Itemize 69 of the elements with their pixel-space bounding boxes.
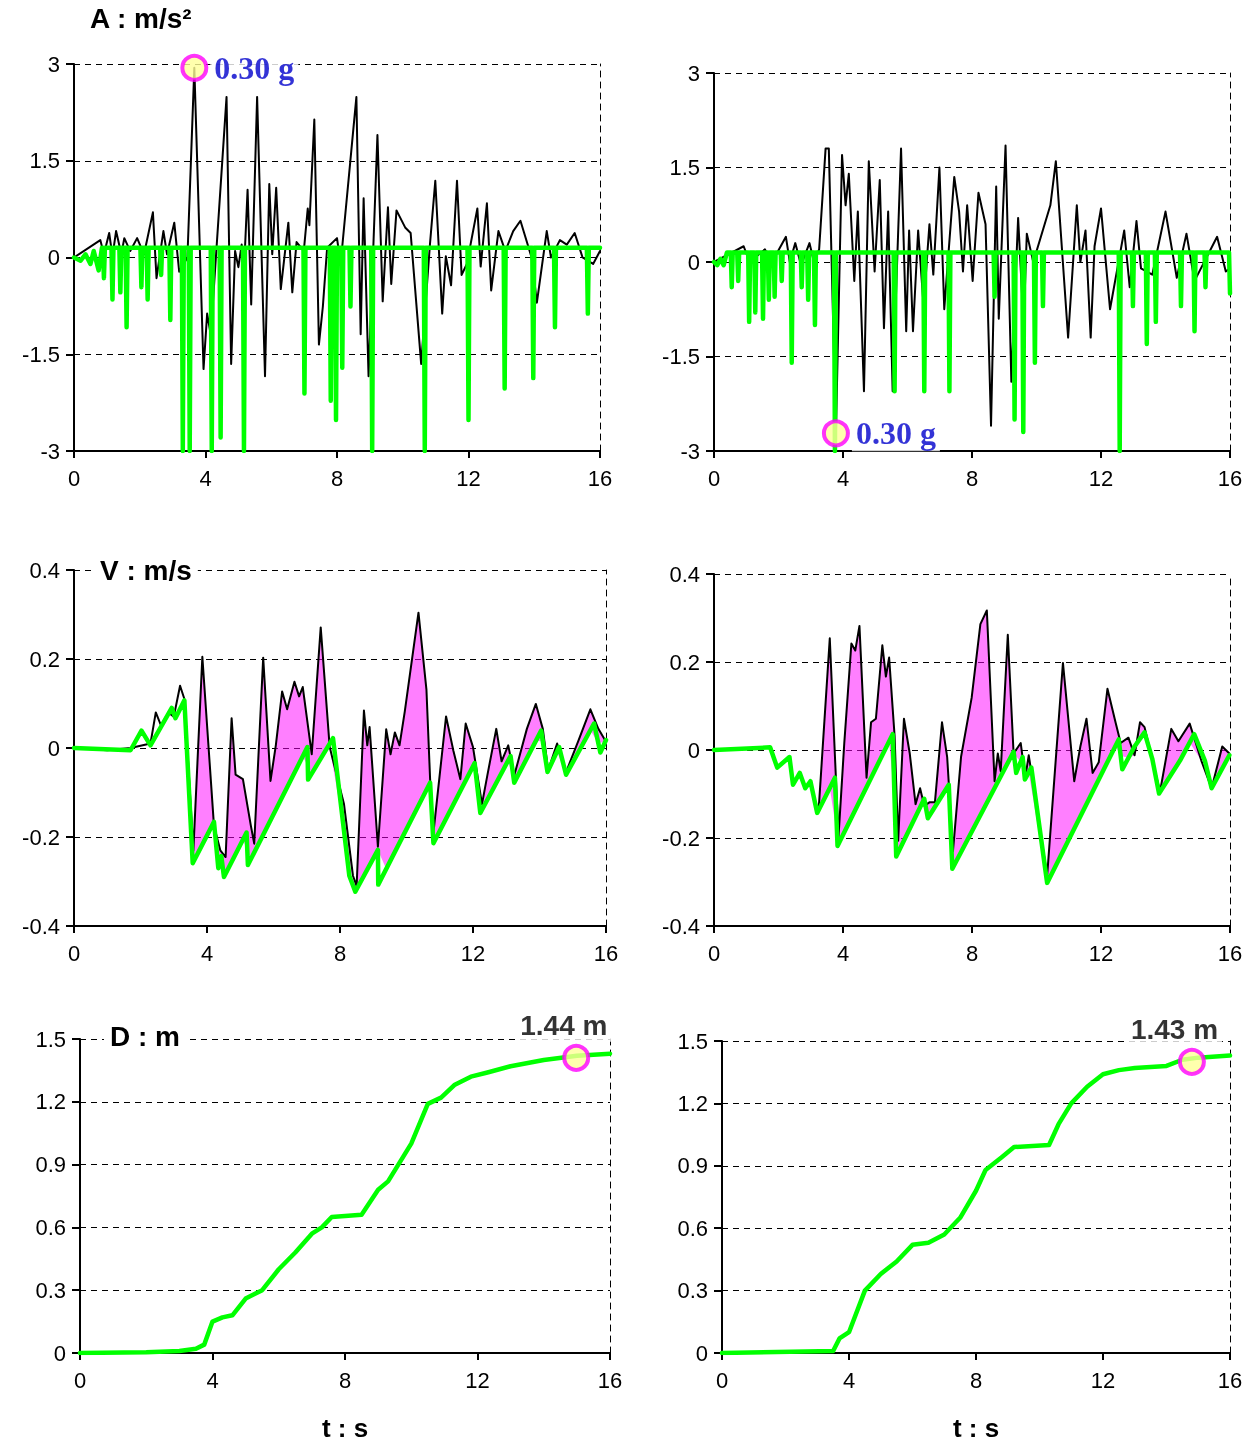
- y-tick-label: 3: [47, 51, 60, 77]
- y-tick-label: 1.5: [669, 155, 700, 180]
- x-axis-title: t : s: [321, 1413, 369, 1443]
- y-tick-label: 0.3: [677, 1278, 708, 1304]
- x-tick-label: 4: [199, 465, 212, 491]
- y-tick-label: -0.2: [662, 825, 700, 851]
- x-axis-title: t : s: [952, 1413, 1000, 1443]
- y-tick-label: -0.2: [22, 824, 60, 850]
- x-tick-label: 12: [456, 465, 481, 491]
- x-tick-label: 4: [842, 1367, 856, 1393]
- y-tick-label: 0: [687, 737, 700, 763]
- x-tick-label: 12: [465, 1367, 490, 1393]
- x-tick-label: 8: [965, 940, 979, 966]
- y-tick-label: 1.2: [35, 1089, 66, 1115]
- chart-title: A : m/s²: [90, 2, 192, 34]
- y-tick-label: 0.4: [669, 561, 700, 587]
- x-tick-label: 8: [338, 1367, 352, 1393]
- x-tick-label: 8: [965, 465, 979, 491]
- y-tick-label: 0: [47, 245, 60, 270]
- y-tick-label: -3: [40, 438, 60, 464]
- x-tick-label: 16: [1217, 1367, 1243, 1393]
- y-tick-label: -1.5: [22, 341, 60, 367]
- y-tick-label: 1.5: [677, 1028, 708, 1054]
- chart-title: D : m: [110, 1020, 180, 1052]
- x-tick-label: 12: [460, 940, 486, 966]
- y-tick-label: 1.5: [29, 148, 60, 174]
- chart-title: V : m/s: [100, 554, 192, 586]
- x-tick-label: 12: [1088, 940, 1114, 966]
- y-tick-label: 0: [687, 249, 700, 275]
- y-tick-label: 0.9: [35, 1152, 66, 1178]
- x-tick-label: 0: [715, 1367, 729, 1393]
- x-tick-label: 4: [836, 940, 850, 966]
- y-tick-label: 0: [695, 1340, 708, 1366]
- y-tick-label: 3: [687, 60, 700, 86]
- annotation: 0.30 g: [855, 415, 936, 452]
- x-tick-label: 4: [200, 940, 214, 966]
- y-tick-label: 0.3: [35, 1277, 66, 1303]
- y-tick-label: 0.2: [29, 646, 60, 672]
- x-tick-label: 16: [1217, 940, 1243, 966]
- x-tick-label: 16: [597, 1367, 623, 1393]
- y-tick-label: 0.4: [29, 557, 60, 583]
- annotation: 1.44 m: [520, 1010, 608, 1042]
- x-tick-label: 0: [73, 1367, 87, 1393]
- x-tick-label: 8: [330, 465, 344, 491]
- y-tick-label: -1.5: [662, 344, 700, 369]
- y-tick-label: -0.4: [22, 913, 60, 939]
- x-tick-label: 12: [1088, 465, 1114, 491]
- y-tick-label: 0.6: [35, 1214, 66, 1240]
- y-tick-label: -3: [680, 438, 700, 464]
- line-series: [711, 730, 1232, 886]
- y-tick-label: 0.2: [669, 649, 700, 675]
- annotation: 0.30 g: [214, 49, 295, 86]
- y-tick-label: 0: [47, 735, 60, 761]
- x-tick-label: 12: [1090, 1367, 1116, 1393]
- y-tick-label: 0.6: [677, 1215, 708, 1241]
- x-tick-label: 4: [836, 465, 850, 491]
- x-tick-label: 16: [1217, 465, 1243, 491]
- x-tick-label: 4: [206, 1367, 219, 1393]
- y-tick-label: 1.2: [677, 1090, 708, 1116]
- line-series: [71, 698, 609, 894]
- y-tick-label: 1.5: [35, 1026, 66, 1052]
- x-tick-label: 16: [587, 465, 613, 491]
- x-tick-label: 16: [593, 940, 619, 966]
- y-tick-label: -0.4: [662, 913, 700, 939]
- x-tick-label: 8: [333, 940, 347, 966]
- y-tick-label: 0: [53, 1340, 66, 1366]
- annotation: 1.43 m: [1130, 1014, 1219, 1046]
- y-tick-label: 0.9: [677, 1153, 708, 1179]
- x-tick-label: 8: [969, 1367, 983, 1393]
